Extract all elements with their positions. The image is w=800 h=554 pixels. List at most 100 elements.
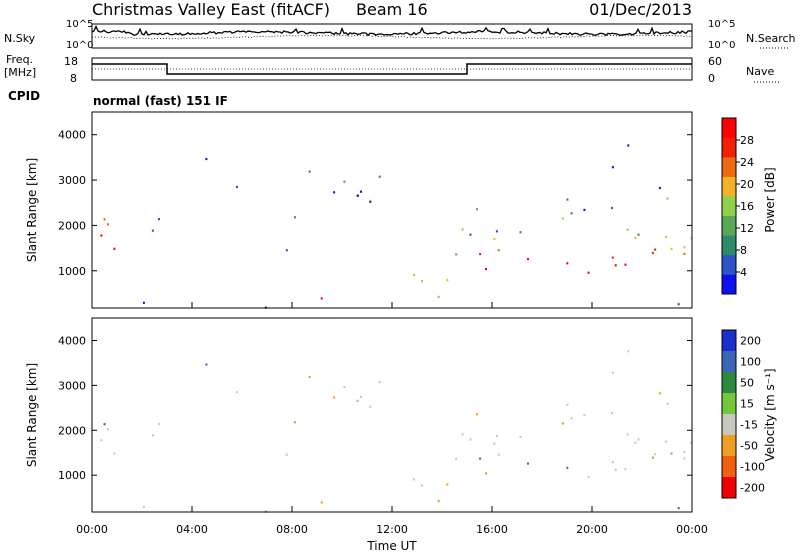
power-cell (566, 198, 569, 201)
power-cell (421, 280, 424, 283)
velocity-cell (677, 507, 680, 510)
cpid-label: CPID (8, 89, 40, 103)
power-cell (355, 194, 358, 197)
power-cell (151, 229, 154, 232)
noise-sky-line (91, 24, 693, 37)
power-cell (614, 264, 617, 267)
noise-right-tick-top: 10^5 (708, 19, 735, 30)
velocity-cell (469, 438, 472, 441)
power-colorbar-tick-label: 8 (740, 244, 747, 257)
velocity-cell (519, 435, 522, 439)
velocity-cell (583, 413, 586, 416)
velocity-cell (658, 392, 661, 395)
frequency-panel: Freq. [MHz] 18 8 60 0 Nave (4, 53, 780, 85)
velocity-colorbar: 200 100 50 15 -15 -50 -100 -200 (721, 329, 765, 499)
velocity-cell (320, 501, 323, 504)
cpid-value: normal (fast) 151 IF (93, 94, 228, 108)
power-cell (497, 249, 500, 252)
velocity-cell (158, 422, 160, 426)
velocity-cell (412, 478, 415, 481)
velocity-cell (610, 412, 613, 415)
x-tick-label: 16:00 (476, 523, 508, 536)
power-cell (158, 218, 160, 221)
power-colorbar-swatch (722, 137, 736, 158)
power-cell (205, 157, 208, 161)
velocity-cell (670, 452, 673, 455)
power-cell (611, 256, 614, 259)
power-cell (670, 247, 673, 250)
y-tick-label: 1000 (58, 469, 86, 482)
power-cell (654, 248, 657, 251)
power-colorbar: 4 8 12 16 20 24 28 (721, 117, 754, 295)
velocity-cell (611, 371, 614, 374)
velocity-colorbar-tick-label: 100 (740, 356, 761, 369)
freq-unit-label: [MHz] (4, 66, 36, 79)
power-cell (343, 180, 346, 183)
power-cell (103, 218, 106, 221)
velocity-colorbar-tick-label: -100 (740, 461, 765, 474)
velocity-cell (614, 468, 617, 471)
velocity-cell (421, 484, 424, 487)
noise-search-label: N.Search (746, 32, 796, 45)
power-cell (285, 249, 288, 252)
velocity-colorbar-frame (721, 329, 737, 499)
velocity-cell (683, 450, 686, 453)
nave-tick-top: 60 (708, 55, 722, 68)
y-tick-label: 3000 (58, 174, 86, 187)
power-cell (677, 303, 680, 306)
power-colorbar-swatch (722, 118, 736, 138)
noise-left-tick-top: 10^5 (66, 19, 93, 30)
velocity-colorbar-tick-label: 15 (740, 398, 754, 411)
velocity-cell (493, 442, 496, 445)
power-cell (610, 206, 613, 210)
velocity-cell (437, 500, 440, 503)
velocity-cell (360, 395, 362, 398)
velocity-cell (369, 405, 372, 408)
nave-label: Nave (746, 65, 774, 78)
velocity-cell (624, 468, 627, 471)
velocity-cell (485, 472, 487, 475)
noise-search-line (91, 34, 693, 40)
power-cell (446, 279, 449, 282)
power-cell (412, 273, 415, 276)
power-cell (519, 231, 522, 234)
noise-sky-label: N.Sky (4, 32, 36, 45)
power-cell (360, 190, 362, 193)
power-cell (651, 251, 654, 255)
power-cell (627, 144, 630, 147)
power-cell (527, 258, 529, 261)
velocity-cell (651, 456, 654, 459)
velocity-cell (495, 434, 498, 438)
velocity-cell (357, 399, 359, 402)
velocity-colorbar-tick-label: 50 (740, 377, 754, 390)
velocity-cell (637, 438, 640, 441)
velocity-data (100, 350, 693, 513)
velocity-cell (665, 440, 668, 443)
velocity-colorbar-swatch (722, 351, 736, 373)
velocity-cell (103, 423, 106, 426)
velocity-cell (627, 350, 630, 353)
power-cell (683, 252, 686, 255)
power-colorbar-tick-label: 12 (740, 222, 754, 235)
power-colorbar-swatch (722, 254, 736, 275)
power-cell (437, 295, 440, 298)
power-colorbar-swatch (722, 196, 736, 217)
power-cell (100, 234, 103, 237)
velocity-colorbar-tick-label: -200 (740, 482, 765, 495)
velocity-cell (461, 433, 464, 436)
power-cell (587, 271, 590, 274)
velocity-cell (235, 391, 238, 394)
power-cell (369, 200, 372, 203)
power-cell (333, 191, 336, 194)
power-cell (293, 216, 296, 219)
power-cell (493, 237, 496, 241)
x-tick-label: 00:00 (76, 523, 108, 536)
power-cell (235, 185, 238, 189)
x-tick-label: 12:00 (376, 523, 408, 536)
velocity-cell (333, 396, 336, 399)
y-tick-label: 3000 (58, 379, 86, 392)
power-cell (658, 186, 661, 190)
power-cell (570, 212, 573, 215)
velocity-cell (142, 505, 145, 508)
velocity-cell (587, 475, 590, 479)
